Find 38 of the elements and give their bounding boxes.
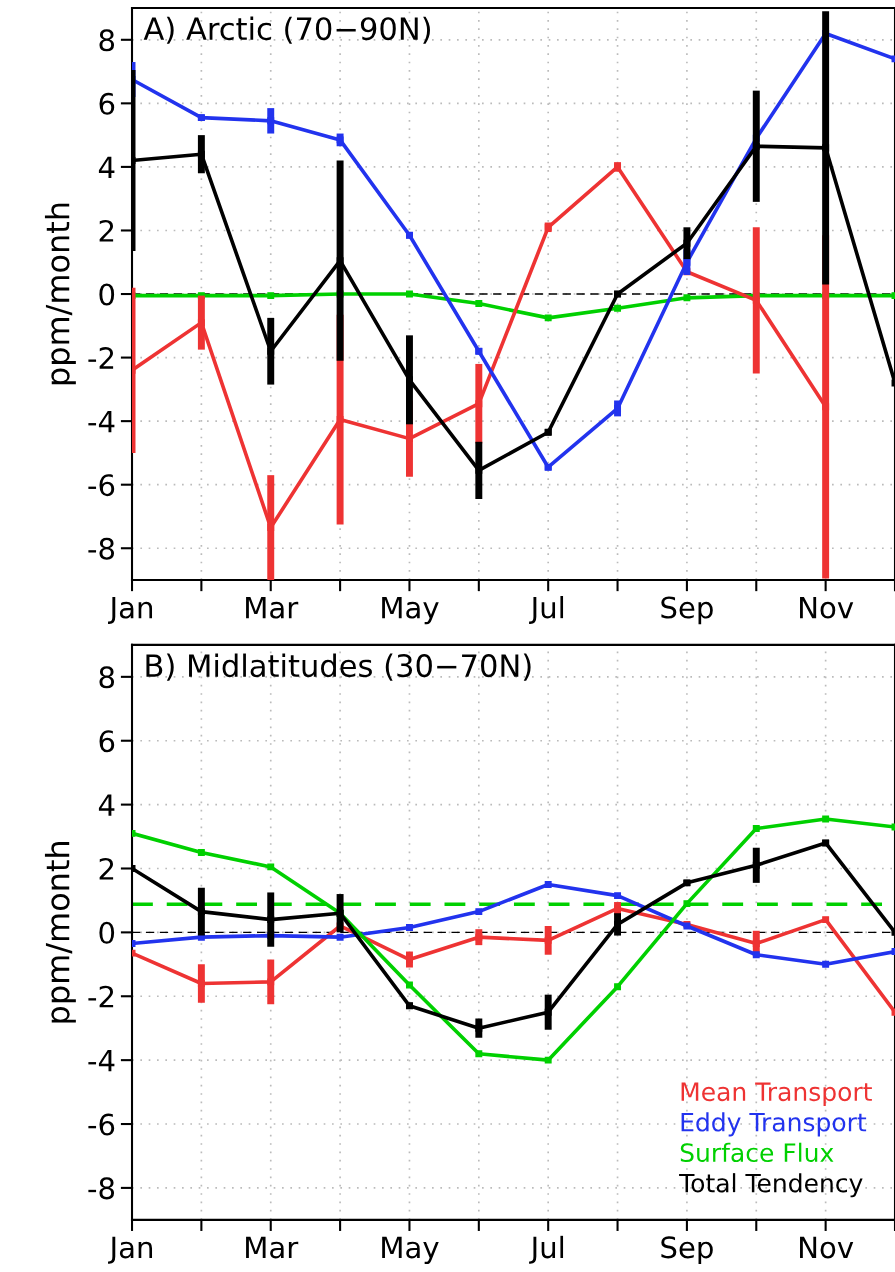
y-tick-label: 0 [99, 283, 115, 306]
x-tick-label: Nov [800, 1236, 854, 1259]
y-tick-label: -4 [88, 1049, 115, 1072]
y-tick-label: -4 [88, 410, 115, 433]
x-tick-label: Mar [246, 1236, 299, 1259]
y-tick-label: 6 [99, 730, 115, 753]
text: Eddy Transport [681, 1112, 867, 1137]
y-tick-label: -6 [88, 474, 115, 497]
x-tick-label: May [382, 1236, 439, 1265]
y-tick-label: 4 [98, 156, 115, 178]
text: Surface Flux [680, 1142, 834, 1163]
y-tick-label: -6 [88, 1113, 115, 1136]
y-tick-label: -8 [88, 537, 115, 560]
y-tick-label: 2 [99, 857, 114, 880]
y-tick-label: -2 [88, 985, 114, 1008]
y-tick-label: 4 [98, 794, 115, 816]
x-tick-label: May [382, 596, 439, 625]
y-tick-label: 6 [99, 92, 115, 115]
text: Mean Transport [681, 1082, 872, 1107]
y-axis-title: ppm/month [44, 203, 76, 385]
chart-title: B) Midlatitudes (30−70N) [146, 653, 531, 681]
y-tick-label: 8 [99, 29, 115, 52]
y-tick-label: 8 [99, 666, 115, 689]
y-tick-label: -2 [88, 347, 114, 369]
x-tick-label: Jul [529, 596, 564, 624]
x-tick-label: Nov [800, 596, 854, 619]
x-tick-label: Jan [108, 1236, 153, 1264]
x-tick-label: Sep [661, 596, 713, 625]
x-tick-label: Sep [661, 1236, 713, 1265]
text: Total Tendency [679, 1173, 863, 1198]
y-tick-label: -8 [88, 1177, 115, 1200]
y-tick-label: 2 [99, 219, 114, 242]
chart-title: A) Arctic (70−90N) [143, 16, 430, 44]
x-tick-label: Jan [108, 596, 153, 624]
y-tick-label: 0 [99, 921, 115, 944]
x-tick-label: Mar [246, 596, 299, 619]
x-tick-label: Jul [529, 1235, 564, 1264]
y-axis-title: ppm/month [44, 842, 76, 1023]
